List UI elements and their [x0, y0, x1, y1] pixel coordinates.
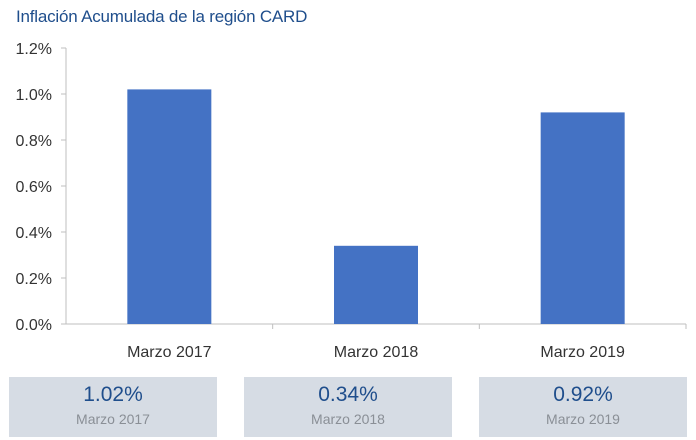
bar [127, 89, 212, 325]
y-tick-label: 0.2% [16, 271, 52, 288]
bars [127, 89, 625, 325]
summary-value: 0.92% [553, 383, 613, 406]
y-tick-label: 0.8% [16, 133, 52, 150]
summary-value: 1.02% [83, 383, 143, 406]
y-tick-label: 1.0% [16, 87, 52, 104]
x-tick-label: Marzo 2018 [334, 344, 419, 361]
summary-cards: 1.02% Marzo 2017 0.34% Marzo 2018 0.92% … [9, 377, 689, 437]
y-tick-label: 0.0% [16, 317, 52, 334]
bar [334, 245, 418, 324]
summary-card: 0.92% Marzo 2019 [479, 377, 687, 437]
summary-label: Marzo 2018 [311, 411, 385, 427]
chart-title: Inflación Acumulada de la región CARD [16, 7, 308, 26]
summary-label: Marzo 2019 [546, 411, 620, 427]
x-axis-labels: Marzo 2017 Marzo 2018 Marzo 2019 [127, 324, 687, 361]
y-axis: 0.0% 0.2% 0.4% 0.6% 0.8% 1.0% 1.2% [16, 41, 686, 334]
y-tick-label: 0.6% [16, 179, 52, 196]
summary-label: Marzo 2017 [76, 411, 150, 427]
x-tick-label: Marzo 2017 [127, 344, 212, 361]
bar-chart: 0.0%0.2%0.4%0.6%0.8%1.0%1.2% Marzo 2017 M… [16, 41, 687, 361]
bar [540, 112, 625, 325]
summary-value: 0.34% [318, 383, 378, 406]
x-tick-label: Marzo 2019 [540, 344, 625, 361]
y-tick-label: 0.4% [16, 225, 52, 242]
summary-card: 1.02% Marzo 2017 [9, 377, 217, 437]
summary-card: 0.34% Marzo 2018 [244, 377, 452, 437]
y-tick-label: 1.2% [16, 41, 52, 58]
